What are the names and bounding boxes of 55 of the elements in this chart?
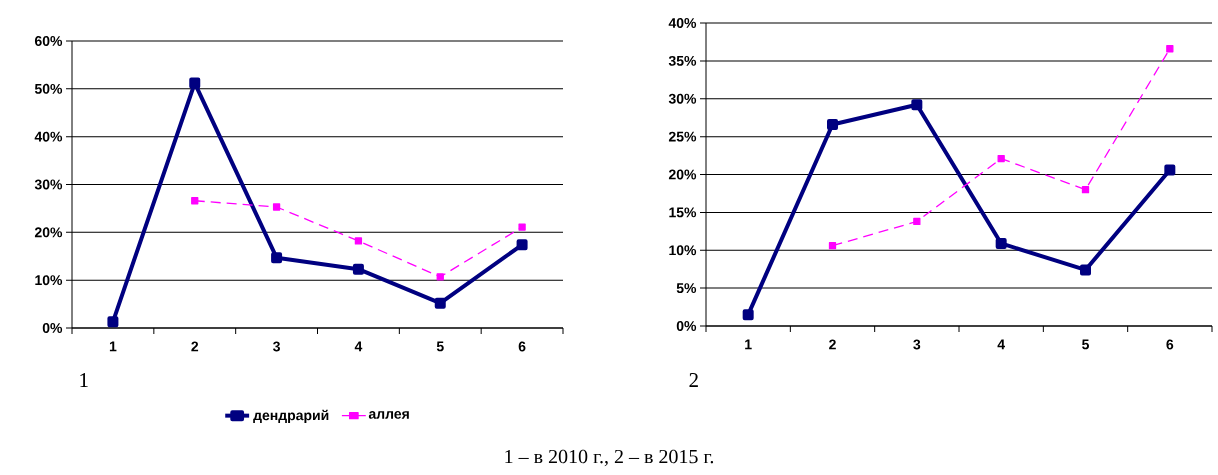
point (827, 119, 839, 131)
text: 2 (689, 373, 698, 387)
x-tick-label: 3 (913, 339, 921, 350)
point (742, 309, 754, 321)
y-tick-label: 5% (676, 283, 697, 294)
y-tick-label: 60% (34, 36, 63, 46)
x-tick-label: 6 (518, 341, 526, 352)
y-tick-label: 30% (668, 93, 697, 104)
point (995, 237, 1007, 249)
point (1164, 164, 1176, 176)
x-tick-label: 5 (1082, 339, 1090, 350)
y-tick-label: 40% (34, 131, 63, 142)
y-tick-label: 30% (34, 179, 63, 190)
x-tick-label: 5 (436, 341, 444, 352)
y-tick-label: 20% (668, 169, 697, 180)
point (107, 316, 119, 328)
point (271, 252, 283, 264)
point (1080, 264, 1092, 276)
point (189, 77, 201, 89)
point (354, 237, 363, 245)
point (518, 223, 526, 231)
y-tick-label: 0% (676, 321, 697, 331)
y-tick-label: 25% (668, 131, 697, 142)
point (997, 154, 1005, 163)
text: 1 – в 2010 г., 2 – в 2015 г. (505, 449, 714, 467)
x-tick-label: 2 (191, 341, 199, 352)
x-tick-label: 2 (829, 339, 836, 350)
y-tick-label: 0% (42, 323, 63, 333)
y-tick-label: 20% (34, 227, 63, 238)
point (352, 263, 364, 275)
point (1081, 186, 1090, 194)
point (272, 203, 281, 211)
point (436, 273, 444, 281)
point (828, 242, 837, 250)
legend-label: дендрарий (253, 409, 329, 424)
point (191, 197, 199, 205)
point (1166, 45, 1174, 53)
y-tick-label: 40% (668, 18, 697, 28)
x-tick-label: 4 (997, 339, 1005, 350)
text: 1 (80, 373, 88, 387)
y-tick-label: 10% (35, 275, 63, 286)
x-tick-label: 4 (354, 341, 363, 352)
point (913, 217, 921, 226)
point (516, 239, 528, 251)
point (434, 297, 446, 309)
y-tick-label: 15% (669, 207, 697, 218)
y-tick-label: 50% (34, 83, 63, 94)
x-tick-label: 6 (1166, 339, 1174, 350)
x-tick-label: 1 (109, 341, 117, 352)
x-tick-label: 3 (273, 341, 280, 352)
legend-label: аллея (368, 411, 409, 419)
y-tick-label: 35% (668, 55, 697, 66)
y-tick-label: 10% (669, 245, 697, 256)
point (911, 99, 923, 111)
x-tick-label: 1 (745, 339, 752, 350)
